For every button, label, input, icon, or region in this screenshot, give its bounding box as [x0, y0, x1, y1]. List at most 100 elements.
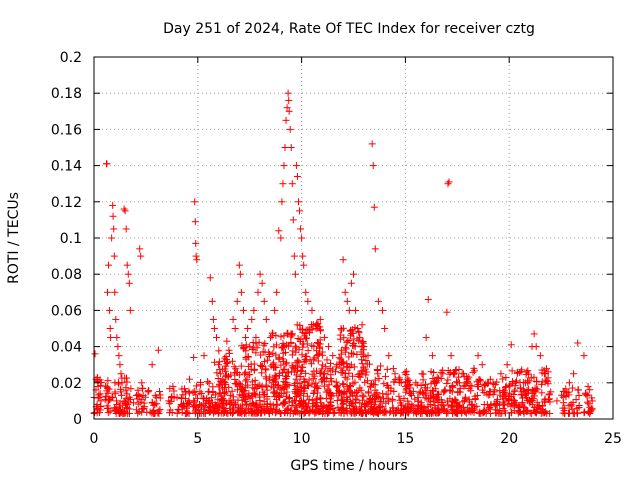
- data-point: [430, 368, 438, 376]
- data-point: [363, 400, 371, 408]
- data-point: [429, 408, 437, 416]
- data-point: [421, 384, 429, 392]
- data-point: [139, 391, 147, 399]
- data-point: [204, 407, 212, 415]
- data-point: [431, 378, 439, 386]
- data-point: [189, 403, 197, 411]
- data-point: [339, 380, 347, 388]
- data-point: [427, 410, 435, 418]
- data-point: [301, 378, 309, 386]
- data-point: [365, 360, 373, 368]
- data-point: [390, 387, 398, 395]
- data-point: [374, 370, 382, 378]
- data-point: [327, 359, 335, 367]
- data-point: [134, 400, 142, 408]
- data-point: [356, 373, 364, 381]
- data-point: [285, 394, 293, 402]
- data-point: [427, 380, 435, 388]
- data-point: [238, 342, 246, 350]
- data-point: [299, 343, 307, 351]
- data-point: [263, 401, 271, 409]
- data-point: [197, 378, 205, 386]
- data-point: [508, 378, 516, 386]
- data-point: [517, 384, 525, 392]
- data-point: [116, 399, 124, 407]
- data-point: [223, 356, 231, 364]
- data-point: [288, 331, 296, 339]
- data-point: [452, 408, 460, 416]
- data-point: [305, 376, 313, 384]
- data-point: [267, 362, 275, 370]
- data-point: [381, 372, 389, 380]
- data-point: [324, 367, 332, 375]
- data-point: [487, 402, 495, 410]
- data-point: [122, 374, 130, 382]
- data-point: [102, 382, 110, 390]
- data-point: [304, 347, 312, 355]
- data-point: [360, 393, 368, 401]
- data-point: [421, 394, 429, 402]
- data-point: [242, 383, 250, 391]
- data-point: [429, 387, 437, 395]
- data-point: [328, 377, 336, 385]
- data-point: [301, 330, 309, 338]
- data-point: [261, 408, 269, 416]
- data-point: [457, 405, 465, 413]
- data-point: [489, 380, 497, 388]
- data-point: [433, 373, 441, 381]
- data-point: [211, 358, 219, 366]
- data-point: [317, 399, 325, 407]
- data-point: [403, 404, 411, 412]
- data-point: [263, 356, 271, 364]
- data-point: [218, 378, 226, 386]
- data-point: [323, 375, 331, 383]
- data-point: [319, 407, 327, 415]
- data-point: [415, 389, 423, 397]
- data-point: [191, 387, 199, 395]
- data-point: [397, 409, 405, 417]
- data-point: [514, 409, 522, 417]
- data-point: [544, 368, 552, 376]
- data-point: [400, 395, 408, 403]
- data-point: [270, 405, 278, 413]
- data-point: [505, 389, 513, 397]
- data-point: [318, 348, 326, 356]
- data-point: [125, 405, 133, 413]
- data-point: [340, 381, 348, 389]
- data-point: [475, 409, 483, 417]
- data-point: [342, 345, 350, 353]
- data-point: [272, 396, 280, 404]
- data-point: [500, 401, 508, 409]
- data-point: [370, 391, 378, 399]
- data-point: [192, 382, 200, 390]
- data-point: [355, 407, 363, 415]
- data-point: [101, 396, 109, 404]
- data-point: [258, 369, 266, 377]
- data-point: [532, 408, 540, 416]
- data-point: [253, 403, 261, 411]
- data-point: [524, 389, 532, 397]
- data-point: [349, 392, 357, 400]
- data-point: [242, 377, 250, 385]
- data-point: [236, 381, 244, 389]
- data-point: [123, 378, 131, 386]
- data-point: [156, 406, 164, 414]
- data-point: [356, 384, 364, 392]
- data-point: [279, 401, 287, 409]
- data-point: [402, 367, 410, 375]
- data-point: [262, 365, 270, 373]
- data-point: [465, 396, 473, 404]
- data-point: [382, 399, 390, 407]
- data-point: [335, 388, 343, 396]
- data-point: [345, 336, 353, 344]
- data-point: [309, 407, 317, 415]
- data-point: [244, 353, 252, 361]
- data-point: [351, 410, 359, 418]
- data-point: [479, 386, 487, 394]
- data-point: [116, 408, 124, 416]
- data-point: [263, 386, 271, 394]
- data-point: [362, 409, 370, 417]
- data-point: [496, 407, 504, 415]
- data-point: [292, 393, 300, 401]
- data-point: [272, 381, 280, 389]
